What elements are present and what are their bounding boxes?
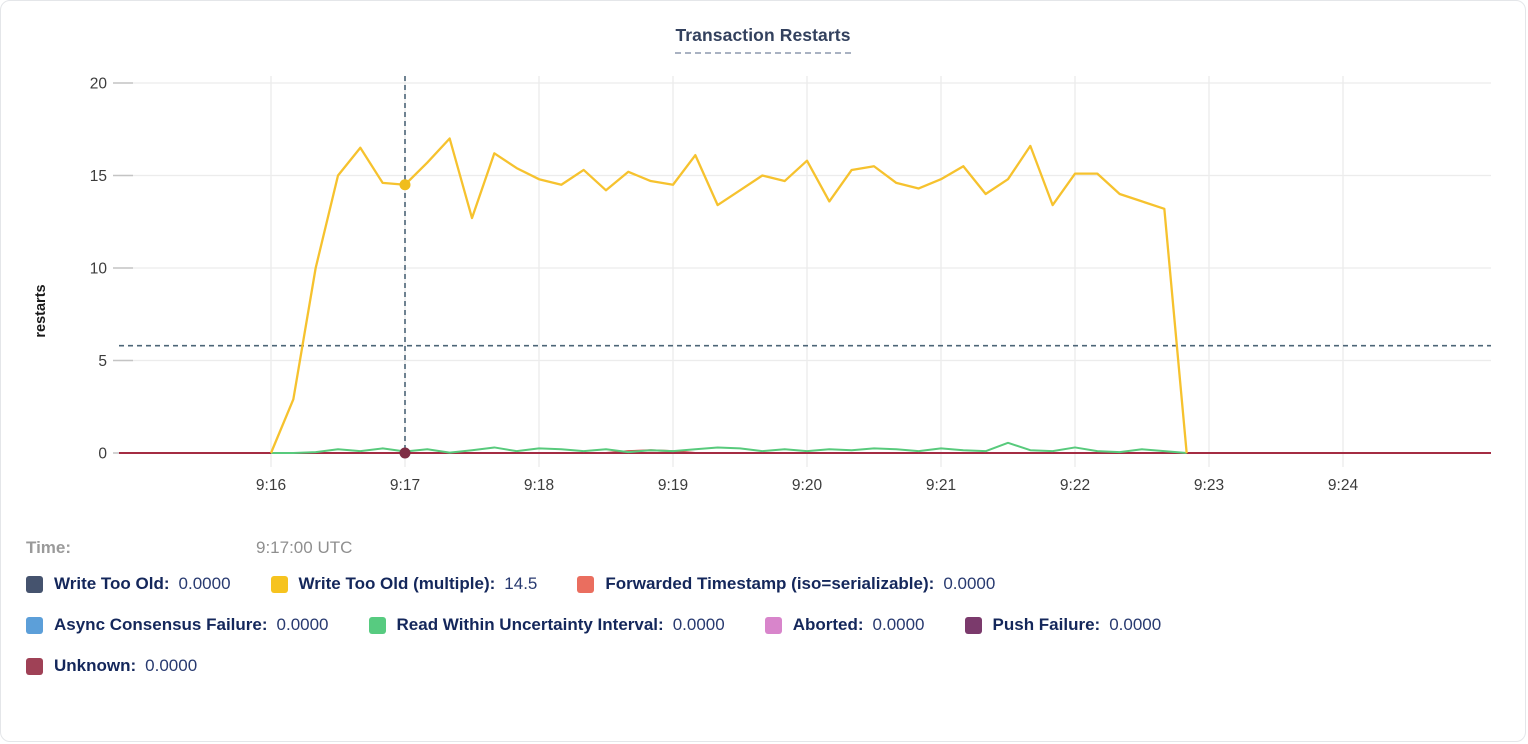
legend-item: Async Consensus Failure: 0.0000 bbox=[26, 615, 329, 635]
y-tick-label: 10 bbox=[90, 261, 108, 278]
series-read-within-uncertainty-interval bbox=[271, 441, 1187, 454]
legend-series-name: Unknown: bbox=[54, 656, 137, 675]
hover-dot-write-too-old-multiple- bbox=[399, 179, 411, 191]
legend-item: Forwarded Timestamp (iso=serializable): 0… bbox=[577, 574, 995, 594]
x-tick-label: 9:20 bbox=[792, 477, 823, 494]
x-tick-label: 9:17 bbox=[390, 477, 420, 494]
legend-series-value: 0.0000 bbox=[178, 574, 231, 593]
legend-series-name: Write Too Old: bbox=[54, 574, 170, 593]
legend-row: Write Too Old: 0.0000 Write Too Old (multi… bbox=[26, 574, 1525, 594]
legend-series-value: 0.0000 bbox=[943, 574, 996, 593]
legend-swatch bbox=[368, 616, 386, 634]
x-tick-label: 9:23 bbox=[1194, 477, 1224, 494]
chart-legend: Write Too Old: 0.0000 Write Too Old (multi… bbox=[1, 574, 1525, 676]
y-tick-label: 5 bbox=[98, 353, 107, 370]
x-tick-label: 9:22 bbox=[1060, 477, 1090, 494]
legend-series-name: Async Consensus Failure: bbox=[54, 615, 268, 634]
x-tick-label: 9:19 bbox=[658, 477, 688, 494]
legend-series-value: 0.0000 bbox=[145, 656, 198, 675]
legend-item: Push Failure: 0.0000 bbox=[964, 615, 1162, 635]
legend-series-name: Aborted: bbox=[792, 615, 864, 634]
legend-series-name: Forwarded Timestamp (iso=serializable): bbox=[605, 574, 935, 593]
legend-item: Write Too Old: 0.0000 bbox=[26, 574, 231, 594]
y-tick-label: 15 bbox=[90, 168, 107, 185]
transaction-restarts-chart[interactable]: 0 5 10 15 20 9:16 9:17 9:18 9:19 9:20 9:21 9:22 9:23… bbox=[1, 61, 1526, 516]
legend-swatch bbox=[964, 616, 982, 634]
y-tick-label: 0 bbox=[98, 446, 107, 463]
x-tick-label: 9:21 bbox=[926, 477, 956, 494]
x-tick-label: 9:18 bbox=[524, 477, 554, 494]
legend-series-name: Write Too Old (multiple): bbox=[298, 574, 496, 593]
legend-swatch bbox=[270, 575, 288, 593]
chart-title[interactable]: Transaction Restarts bbox=[675, 25, 851, 54]
time-label: Time: bbox=[26, 538, 72, 557]
legend-row: Async Consensus Failure: 0.0000 Read Withi… bbox=[26, 615, 1525, 635]
hover-dot-unknown bbox=[399, 447, 411, 459]
legend-series-value: 0.0000 bbox=[672, 615, 725, 634]
legend-swatch bbox=[26, 657, 43, 675]
legend-series-value: 0.0000 bbox=[872, 615, 925, 634]
x-tick-label: 9:24 bbox=[1328, 477, 1359, 494]
legend-swatch bbox=[577, 575, 595, 593]
time-value: 9:17:00 UTC bbox=[256, 538, 353, 557]
legend-item: Aborted: 0.0000 bbox=[764, 615, 925, 635]
legend-series-name: Read Within Uncertainty Interval: bbox=[396, 615, 664, 634]
legend-swatch bbox=[26, 616, 43, 634]
legend-swatch bbox=[26, 575, 43, 593]
hover-time-row: Time: 9:17:00 UTC bbox=[1, 538, 1525, 558]
x-tick-label: 9:16 bbox=[256, 477, 286, 494]
y-axis-label: restarts bbox=[33, 284, 49, 337]
chart-header: Transaction Restarts bbox=[1, 25, 1525, 61]
legend-series-name: Push Failure: bbox=[992, 615, 1101, 634]
legend-item: Write Too Old (multiple): 14.5 bbox=[270, 574, 538, 594]
legend-series-value: 14.5 bbox=[504, 574, 538, 593]
legend-row: Unknown: 0.0000 bbox=[26, 656, 1525, 676]
legend-swatch bbox=[764, 616, 782, 634]
legend-series-value: 0.0000 bbox=[1109, 615, 1162, 634]
legend-item: Unknown: 0.0000 bbox=[26, 656, 197, 676]
series-write-too-old-multiple- bbox=[269, 137, 1188, 454]
legend-item: Read Within Uncertainty Interval: 0.0000 bbox=[368, 615, 725, 635]
legend-series-value: 0.0000 bbox=[276, 615, 329, 634]
y-tick-label: 20 bbox=[90, 76, 108, 93]
